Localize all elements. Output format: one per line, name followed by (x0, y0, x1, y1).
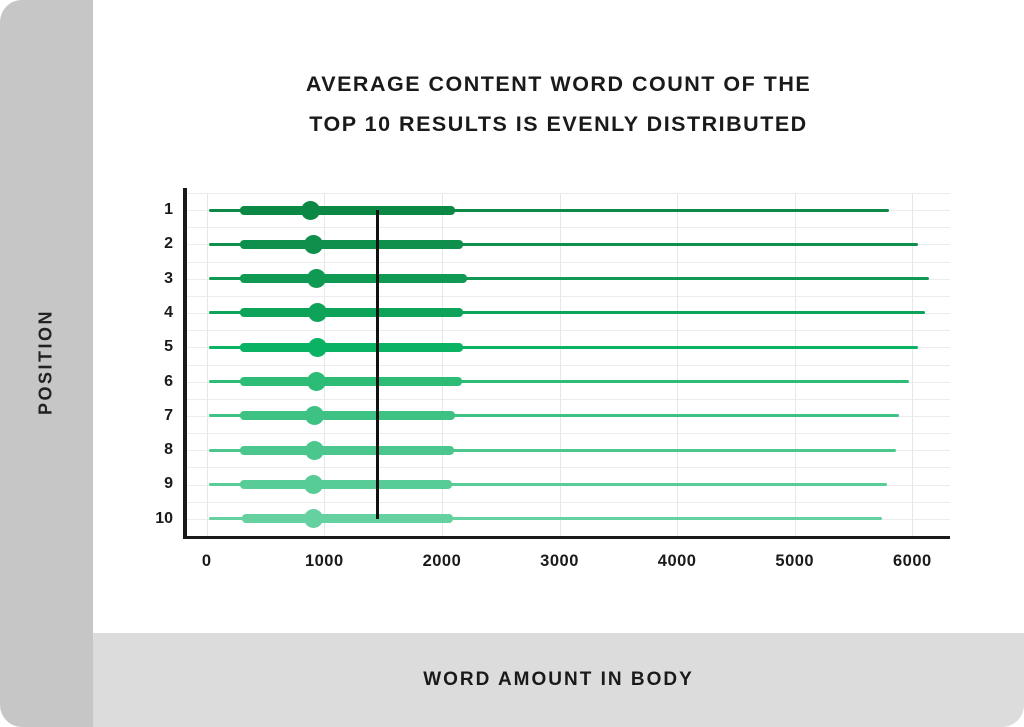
gridline-vertical (324, 193, 326, 536)
gridline-horizontal (185, 467, 950, 469)
gridline-vertical (912, 193, 914, 536)
y-tick-label: 9 (164, 475, 173, 493)
median-dot (303, 509, 323, 529)
median-dot (307, 269, 327, 289)
median-dot (307, 303, 327, 323)
gridline-horizontal (185, 330, 950, 332)
gridline-horizontal (185, 364, 950, 366)
gridline-horizontal (185, 295, 950, 297)
gridline-horizontal (185, 227, 950, 229)
x-tick-label: 6000 (893, 552, 932, 570)
y-tick-label: 5 (164, 338, 173, 356)
whisker-range (209, 380, 910, 383)
chart-title: AVERAGE CONTENT WORD COUNT OF THE TOP 10… (93, 64, 1024, 144)
median-dot (307, 337, 327, 357)
gridline-vertical (677, 193, 679, 536)
iqr-bar (239, 445, 454, 455)
x-axis-line (183, 535, 950, 539)
x-axis-title: WORD AMOUNT IN BODY (423, 669, 694, 690)
iqr-bar (239, 239, 464, 249)
plot-area: 1 2 3 4 5 6 7 8 9 10 0 1000 2000 3000 4000 5000 6000 (155, 188, 950, 570)
iqr-bar (239, 205, 455, 215)
y-tick-label: 1 (164, 201, 173, 218)
median-dot (305, 406, 325, 426)
x-tick-label: 3000 (540, 552, 579, 570)
whisker-range (209, 277, 929, 281)
whisker-range (209, 482, 888, 486)
whisker-range (209, 208, 889, 212)
x-tick-label: 4000 (657, 552, 697, 570)
gridline-vertical (441, 193, 443, 536)
y-axis-title: POSITION (35, 308, 56, 416)
y-tick-label: 8 (164, 441, 173, 459)
whisker-range (209, 345, 919, 349)
gridline-vertical (206, 193, 208, 536)
mean-line (375, 210, 379, 519)
whisker-range (209, 242, 918, 246)
bottom-band: WORD AMOUNT IN BODY (93, 633, 1024, 727)
iqr-bar (239, 274, 467, 284)
median-dot (304, 440, 324, 460)
iqr-bar (239, 308, 464, 318)
gridline-vertical (559, 193, 561, 536)
y-tick-label: 3 (164, 269, 173, 287)
chart-title-line1: AVERAGE CONTENT WORD COUNT OF THE (305, 72, 812, 96)
x-tick-label: 5000 (775, 552, 815, 570)
left-sidebar: POSITION (0, 0, 93, 727)
gridline-vertical (794, 193, 796, 536)
whisker-range (209, 414, 899, 418)
median-dot (304, 234, 324, 254)
iqr-bar (239, 479, 452, 489)
x-tick-label: 0 (201, 552, 212, 570)
chart-title-line2: TOP 10 RESULTS IS EVENLY DISTRIBUTED (309, 112, 808, 136)
gridline-horizontal (185, 261, 950, 263)
whisker-range (209, 311, 926, 315)
gridline-horizontal (185, 433, 950, 435)
iqr-bar (241, 514, 454, 524)
y-tick-label: 6 (164, 372, 173, 390)
gridline-horizontal (185, 501, 950, 503)
median-dot (304, 474, 324, 494)
y-axis-line (183, 188, 187, 539)
whisker-range (209, 517, 883, 521)
y-tick-label: 2 (164, 235, 173, 253)
x-tick-label: 2000 (422, 552, 462, 570)
whisker-range (209, 448, 896, 452)
gridline-horizontal (185, 398, 950, 400)
iqr-bar (239, 342, 464, 352)
y-tick-label: 4 (164, 303, 173, 321)
iqr-bar (239, 377, 462, 386)
y-tick-label: 7 (164, 406, 173, 424)
median-dot (301, 200, 321, 220)
y-tick-label: 10 (155, 509, 173, 527)
iqr-bar (239, 411, 455, 421)
median-dot (306, 372, 326, 391)
gridline-horizontal (185, 193, 950, 194)
x-tick-label: 1000 (304, 552, 344, 570)
